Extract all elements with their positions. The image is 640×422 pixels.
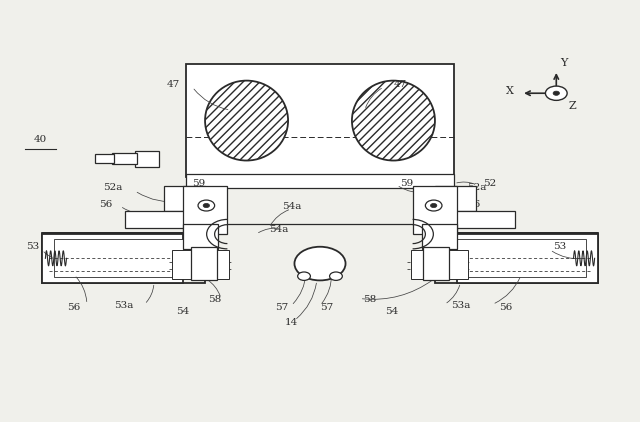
- Circle shape: [545, 86, 567, 100]
- Circle shape: [431, 203, 437, 208]
- Text: 56: 56: [67, 303, 81, 312]
- Ellipse shape: [205, 81, 288, 160]
- Text: 53: 53: [553, 242, 566, 251]
- Text: 59: 59: [192, 179, 205, 188]
- Text: 54: 54: [385, 308, 398, 316]
- Bar: [42, 234, 182, 282]
- Circle shape: [553, 91, 559, 95]
- Text: 54a: 54a: [269, 225, 288, 235]
- Circle shape: [426, 200, 442, 211]
- Text: 54: 54: [176, 308, 189, 316]
- Text: 52a: 52a: [467, 184, 486, 192]
- Text: 47: 47: [166, 80, 180, 89]
- Bar: [411, 250, 468, 279]
- Circle shape: [294, 247, 346, 280]
- Circle shape: [298, 272, 310, 280]
- Bar: [186, 64, 454, 177]
- Bar: [424, 247, 449, 280]
- Text: 58: 58: [363, 295, 376, 304]
- Bar: [413, 186, 458, 234]
- Bar: [182, 186, 227, 234]
- Text: 57: 57: [275, 303, 288, 312]
- Text: 56: 56: [467, 200, 480, 209]
- Ellipse shape: [205, 81, 288, 160]
- Bar: [435, 186, 476, 211]
- Bar: [95, 154, 115, 163]
- Text: Y: Y: [560, 58, 568, 68]
- Text: 53a: 53a: [451, 301, 470, 310]
- Text: 52: 52: [483, 179, 496, 188]
- Text: 52a: 52a: [103, 184, 122, 192]
- Text: 54a: 54a: [282, 202, 301, 211]
- Bar: [435, 233, 598, 283]
- Bar: [135, 151, 159, 167]
- Circle shape: [198, 200, 214, 211]
- Bar: [164, 186, 205, 211]
- Text: Z: Z: [569, 101, 577, 111]
- Bar: [42, 233, 205, 283]
- Text: 57: 57: [320, 303, 333, 312]
- Bar: [125, 211, 205, 228]
- Circle shape: [330, 272, 342, 280]
- Bar: [54, 239, 182, 277]
- Bar: [435, 211, 515, 228]
- Text: 56: 56: [499, 303, 512, 312]
- Text: 58: 58: [208, 295, 221, 304]
- Bar: [186, 174, 454, 188]
- Bar: [202, 188, 224, 230]
- Bar: [422, 224, 458, 249]
- Ellipse shape: [352, 81, 435, 160]
- Text: 14: 14: [285, 318, 298, 327]
- Text: 59: 59: [399, 179, 413, 188]
- Text: 40: 40: [34, 135, 47, 144]
- Text: 56: 56: [99, 200, 113, 209]
- Bar: [172, 250, 229, 279]
- Bar: [416, 188, 438, 230]
- Ellipse shape: [352, 81, 435, 160]
- Bar: [191, 247, 216, 280]
- Bar: [113, 153, 137, 164]
- Text: 53: 53: [26, 242, 39, 251]
- Text: X: X: [506, 86, 513, 96]
- Text: 53a: 53a: [114, 301, 133, 310]
- Bar: [182, 224, 218, 249]
- Circle shape: [203, 203, 209, 208]
- Text: 47: 47: [393, 80, 406, 89]
- Bar: [458, 234, 598, 282]
- Bar: [458, 239, 586, 277]
